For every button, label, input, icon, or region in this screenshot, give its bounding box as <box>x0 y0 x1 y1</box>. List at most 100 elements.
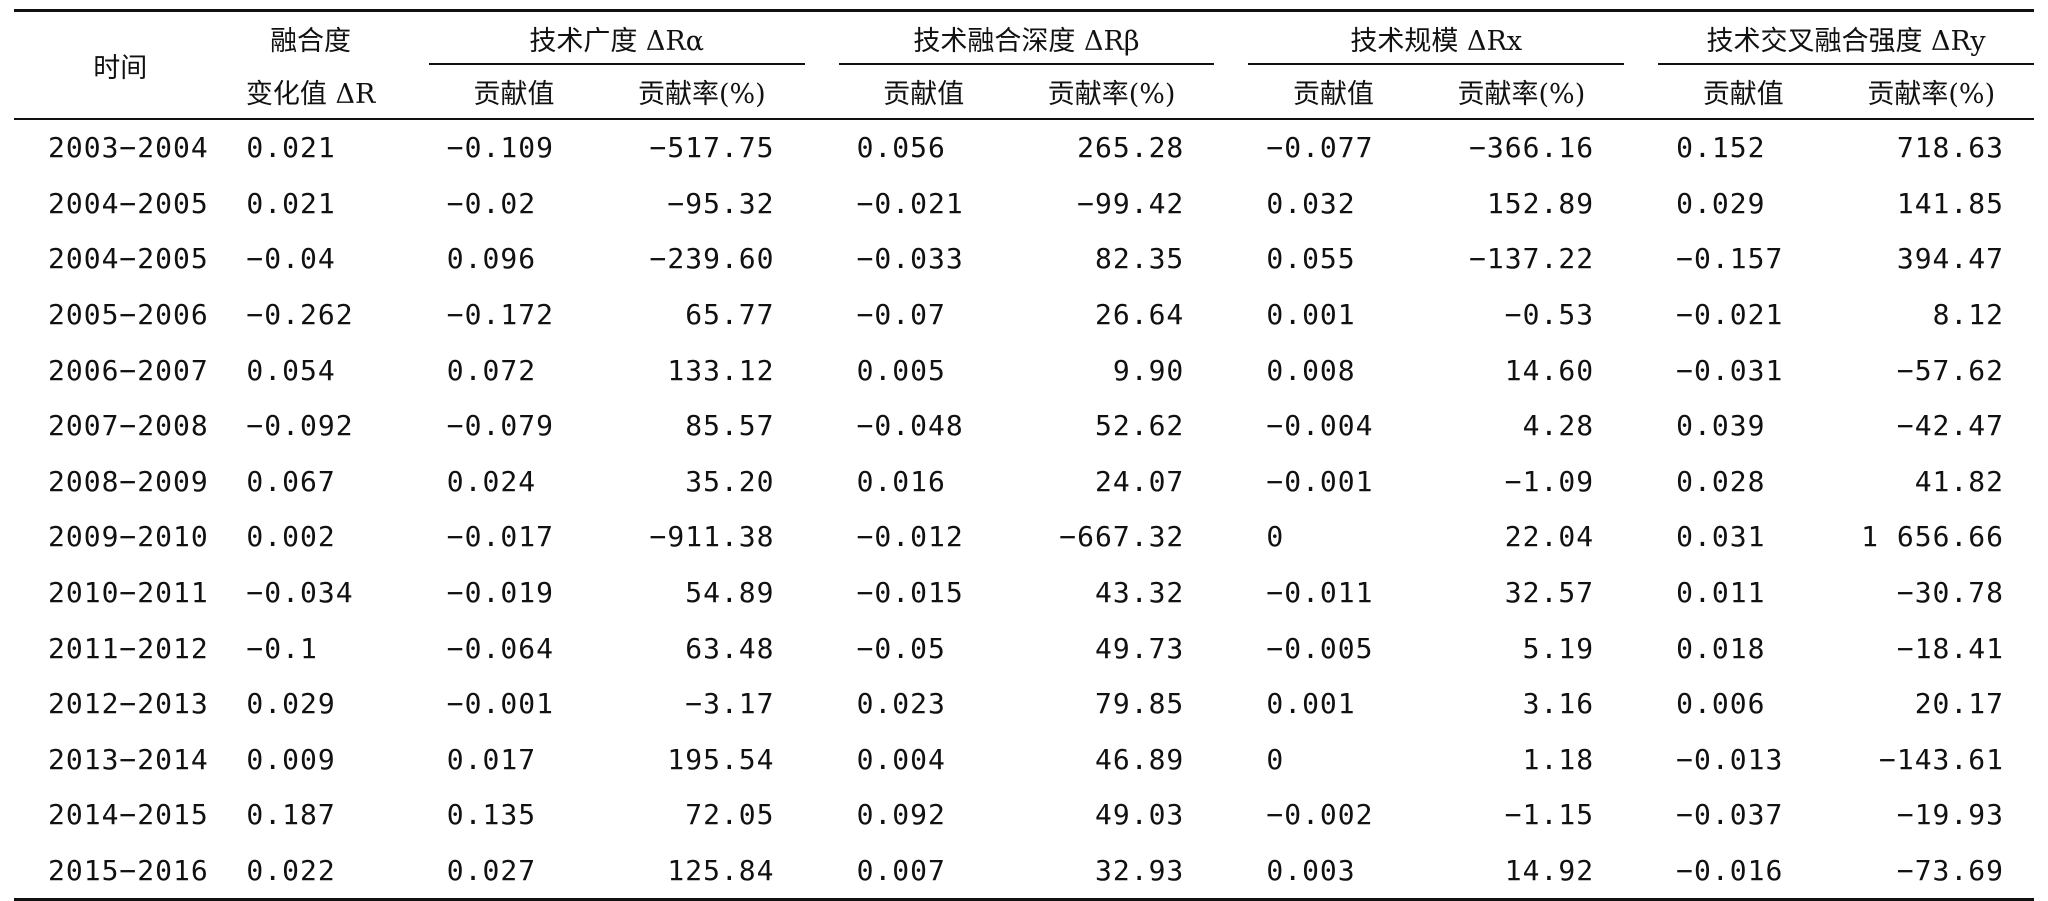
header-group-scale: 技术规模 ΔRx <box>1248 9 1625 65</box>
cell-scale-rate: −0.53 <box>1504 298 1595 332</box>
cell-depth-rate: −667.32 <box>1059 520 1185 554</box>
cell-change: 0.029 <box>246 687 336 721</box>
cell-intensity-value: 0.028 <box>1676 464 1766 498</box>
cell-breadth-rate: −911.38 <box>649 520 775 554</box>
header-group-intensity: 技术交叉融合强度 ΔRy <box>1658 9 2034 65</box>
cell-depth-rate: 79.85 <box>1095 687 1185 721</box>
header-group-breadth: 技术广度 ΔRα <box>428 9 805 65</box>
cell-depth-value: 0.005 <box>856 353 946 387</box>
cell-breadth-value: 0.072 <box>446 353 537 387</box>
table-header: 时间 融合度 技术广度 ΔRα 技术融合深度 ΔRβ 技术规模 ΔRx <box>14 9 2034 120</box>
cell-intensity-value: −0.013 <box>1676 742 1784 776</box>
cell-time: 2006−2007 <box>48 353 209 387</box>
cell-breadth-rate: −3.17 <box>685 687 775 721</box>
cell-change: 0.009 <box>246 742 336 776</box>
cell-breadth-value: −0.109 <box>446 131 554 165</box>
cell-scale-rate: −1.09 <box>1504 464 1595 498</box>
cell-depth-rate: 43.32 <box>1095 576 1185 610</box>
header-scale-rate: 贡献率(%) <box>1418 65 1625 120</box>
cell-scale-rate: 32.57 <box>1504 576 1595 610</box>
cell-scale-value: −0.077 <box>1266 131 1374 165</box>
cell-change: −0.262 <box>246 298 354 332</box>
cell-intensity-value: −0.037 <box>1676 798 1784 832</box>
header-breadth-rate: 贡献率(%) <box>599 65 805 120</box>
cell-breadth-value: −0.017 <box>446 520 554 554</box>
cell-intensity-rate: −42.47 <box>1896 409 2004 443</box>
cell-intensity-value: −0.031 <box>1676 353 1784 387</box>
cell-intensity-value: 0.029 <box>1676 186 1766 220</box>
cell-breadth-rate: −239.60 <box>649 242 775 276</box>
cell-breadth-value: 0.027 <box>428 842 600 901</box>
cell-depth-rate: 265.28 <box>1077 131 1185 165</box>
header-group-depth: 技术融合深度 ΔRβ <box>838 9 1215 65</box>
cell-scale-value: 0.008 <box>1266 353 1356 387</box>
cell-scale-rate: −1.15 <box>1504 798 1595 832</box>
cell-breadth-rate: 65.77 <box>685 298 775 332</box>
cell-intensity-rate: 718.63 <box>1896 131 2004 165</box>
cell-time: 2014−2015 <box>48 798 209 832</box>
cell-scale-rate: 152.89 <box>1486 186 1595 220</box>
cell-breadth-value: −0.172 <box>446 298 554 332</box>
cell-intensity-value: 0.152 <box>1676 131 1766 165</box>
cell-scale-value: 0.001 <box>1266 687 1356 721</box>
cell-scale-value: 0.032 <box>1266 186 1356 220</box>
cell-scale-rate: −366.16 <box>1469 131 1595 165</box>
cell-depth-value: −0.05 <box>856 631 946 665</box>
cell-breadth-rate: −95.32 <box>667 186 775 220</box>
cell-breadth-rate: 125.84 <box>599 842 805 901</box>
cell-breadth-value: −0.001 <box>446 687 554 721</box>
table-row: 2014−2015 0.187 0.135 72.05 0.092 49.03 −0.002… <box>14 787 2034 843</box>
table-row: 2008−2009 0.067 0.024 35.20 0.016 24.07 −0.001… <box>14 454 2034 510</box>
cell-intensity-value: 0.018 <box>1676 631 1766 665</box>
table-row: 2003−2004 0.021 −0.109 −517.75 0.056 265.28 −0… <box>14 119 2034 176</box>
cell-breadth-value: −0.064 <box>446 631 554 665</box>
table-body: 2003−2004 0.021 −0.109 −517.75 0.056 265.28 −0… <box>14 119 2034 901</box>
cell-depth-value: 0.023 <box>856 687 946 721</box>
cell-depth-rate: −99.42 <box>1077 186 1185 220</box>
cell-depth-value: −0.021 <box>856 186 964 220</box>
cell-breadth-value: −0.079 <box>446 409 554 443</box>
table-row: 2011−2012 −0.1 −0.064 63.48 −0.05 49.73 −0.005… <box>14 620 2034 676</box>
cell-breadth-value: −0.019 <box>446 576 554 610</box>
cell-depth-rate: 49.03 <box>1095 798 1185 832</box>
cell-scale-value: 0.003 <box>1248 842 1419 901</box>
table-row: 2009−2010 0.002 −0.017 −911.38 −0.012 −667.32… <box>14 509 2034 565</box>
cell-intensity-value: −0.021 <box>1676 298 1784 332</box>
cell-time: 2015−2016 <box>14 842 227 901</box>
cell-intensity-rate: 41.82 <box>1914 464 2004 498</box>
header-intensity-value: 贡献值 <box>1658 65 1829 120</box>
cell-breadth-rate: 35.20 <box>685 464 775 498</box>
header-time: 时间 <box>14 9 227 120</box>
cell-scale-value: −0.001 <box>1266 464 1374 498</box>
cell-change: 0.022 <box>226 842 395 901</box>
cell-scale-rate: 4.28 <box>1522 409 1595 443</box>
cell-depth-value: −0.033 <box>856 242 964 276</box>
cell-depth-value: −0.048 <box>856 409 964 443</box>
table-row: 2012−2013 0.029 −0.001 −3.17 0.023 79.85 0.001… <box>14 676 2034 732</box>
cell-depth-value: 0.007 <box>838 842 1009 901</box>
cell-breadth-rate: 195.54 <box>667 742 775 776</box>
cell-depth-value: 0.092 <box>856 798 946 832</box>
cell-intensity-rate: 141.85 <box>1896 186 2004 220</box>
cell-depth-rate: 46.89 <box>1095 742 1185 776</box>
cell-intensity-value: 0.006 <box>1676 687 1766 721</box>
cell-depth-value: 0.056 <box>856 131 946 165</box>
cell-time: 2008−2009 <box>48 464 209 498</box>
cell-intensity-rate: 1 656.66 <box>1861 520 2004 554</box>
cell-scale-value: −0.011 <box>1266 576 1374 610</box>
cell-intensity-rate: 8.12 <box>1932 298 2004 332</box>
cell-intensity-rate: −30.78 <box>1896 576 2004 610</box>
table-row: 2013−2014 0.009 0.017 195.54 0.004 46.89 0 1.18… <box>14 732 2034 788</box>
cell-scale-rate: 22.04 <box>1504 520 1595 554</box>
cell-breadth-value: −0.02 <box>446 186 537 220</box>
cell-change: −0.092 <box>246 409 354 443</box>
cell-intensity-rate: 394.47 <box>1896 242 2004 276</box>
cell-intensity-rate: −57.62 <box>1896 353 2004 387</box>
cell-intensity-value: 0.039 <box>1676 409 1766 443</box>
header-depth-rate: 贡献率(%) <box>1008 65 1215 120</box>
cell-scale-rate: −137.22 <box>1469 242 1595 276</box>
cell-depth-value: 0.016 <box>856 464 946 498</box>
cell-change: 0.054 <box>246 353 336 387</box>
cell-scale-value: −0.002 <box>1266 798 1374 832</box>
